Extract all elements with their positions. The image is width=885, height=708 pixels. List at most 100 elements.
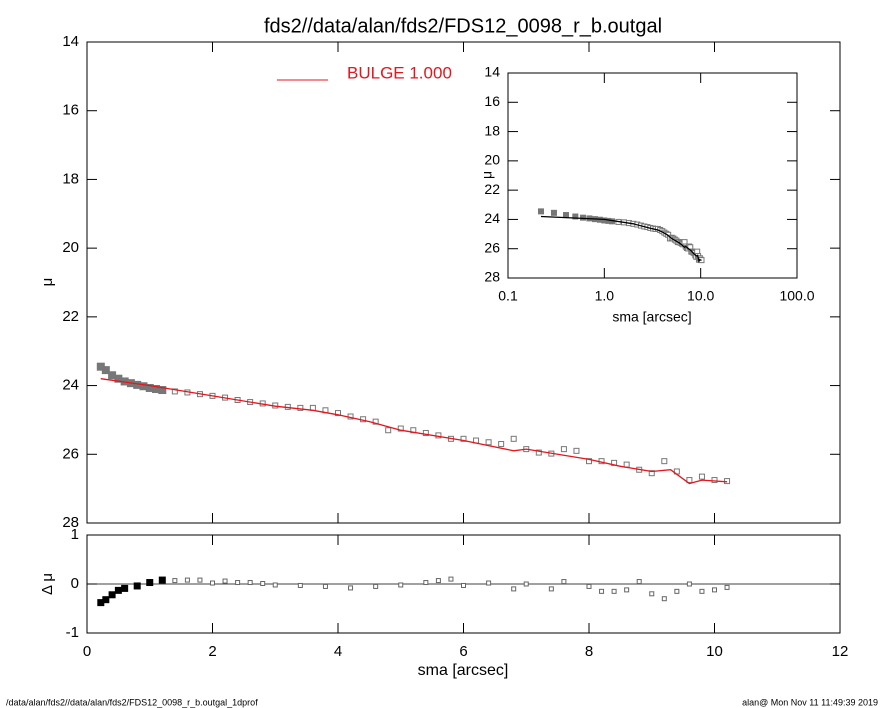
data-point — [385, 427, 392, 434]
x-tick-label: 0 — [83, 643, 91, 660]
residual-point — [423, 580, 429, 586]
residual-point — [486, 580, 492, 586]
y-tick-label: 16 — [484, 93, 500, 109]
data-point — [550, 209, 557, 216]
residual-point — [649, 591, 655, 597]
y-tick-label: 20 — [62, 239, 79, 256]
footer-right: alan@ Mon Nov 11 11:49:39 2019 — [742, 697, 878, 707]
data-point — [297, 404, 304, 411]
y-tick-label: 22 — [484, 181, 500, 197]
footer-left: /data/alan/fds2//data/alan/fds2/FDS12_00… — [6, 697, 258, 707]
data-point — [560, 446, 567, 453]
residual-point — [461, 582, 466, 588]
x-tick-label: 8 — [585, 643, 593, 660]
residual-point — [448, 576, 454, 582]
x-tick-label: 4 — [334, 643, 342, 660]
residual-point — [686, 581, 692, 587]
residual-point — [235, 580, 241, 586]
data-point — [537, 208, 544, 215]
residual-point — [158, 576, 166, 584]
residual-point — [586, 583, 592, 589]
chart-title: fds2//data/alan/fds2/FDS12_0098_r_b.outg… — [264, 15, 662, 37]
y-tick-label: 26 — [62, 445, 79, 462]
residual-point — [260, 581, 266, 587]
data-point — [101, 366, 110, 375]
data-point — [372, 418, 379, 425]
data-point — [711, 477, 718, 484]
residual-point — [102, 596, 110, 604]
x-axis-label: sma [arcsec] — [418, 662, 509, 679]
y-tick-label: 24 — [484, 210, 500, 226]
residual-point — [348, 585, 354, 591]
y-tick-label: 22 — [62, 308, 79, 325]
residual-point — [636, 579, 642, 585]
residual-point — [133, 582, 141, 590]
x-tick-label: 2 — [208, 643, 216, 660]
data-point — [335, 410, 341, 417]
y-tick-label: 0 — [71, 575, 79, 592]
legend-text: BULGE 1.000 — [347, 63, 452, 82]
inset-background — [508, 73, 797, 278]
y-tick-label: 18 — [484, 122, 500, 138]
x-tick-label: 1.0 — [595, 288, 615, 304]
data-point — [485, 439, 492, 446]
data-point — [648, 470, 655, 477]
residual-point — [197, 577, 203, 583]
data-point — [661, 458, 668, 465]
residual-point — [561, 579, 567, 585]
y-tick-label: 18 — [62, 170, 79, 187]
data-point — [573, 447, 580, 454]
x-tick-label: 6 — [459, 643, 467, 660]
x-tick-label: 12 — [832, 643, 849, 660]
residual-point — [114, 586, 122, 594]
residual-point — [599, 588, 605, 594]
residual-point — [121, 584, 129, 592]
y-axis-label: Δ μ — [39, 573, 56, 595]
data-point — [158, 386, 167, 395]
residual-point — [435, 578, 441, 584]
data-point — [686, 477, 693, 484]
residual-point — [272, 582, 278, 588]
y-tick-label: 16 — [62, 102, 79, 119]
residual-point — [712, 587, 717, 593]
data-point — [623, 461, 630, 468]
residual-point — [674, 588, 680, 594]
residual-point — [523, 581, 529, 587]
data-point — [572, 213, 579, 220]
x-tick-label: 0.1 — [498, 288, 518, 304]
residual-point — [624, 587, 630, 593]
model-line — [540, 215, 702, 264]
data-point — [510, 435, 517, 442]
inset-x-label: sma [arcsec] — [612, 309, 691, 325]
data-point — [535, 449, 542, 456]
residual-point — [661, 596, 667, 602]
x-tick-label: 10.0 — [687, 288, 714, 304]
data-point — [498, 440, 505, 447]
residual-point — [108, 591, 116, 599]
y-tick-label: 28 — [62, 514, 79, 531]
residual-point — [247, 580, 253, 586]
residual-point — [699, 588, 705, 594]
residual-point — [511, 586, 517, 592]
y-tick-label: 1 — [71, 526, 79, 543]
y-tick-label: 20 — [484, 152, 500, 168]
x-tick-label: 10 — [706, 643, 723, 660]
residual-point — [146, 579, 154, 587]
inset-y-label: μ — [479, 171, 495, 179]
residual-point — [210, 580, 215, 586]
model-line — [100, 378, 728, 485]
residual-point — [373, 583, 379, 589]
plot-frame — [507, 72, 798, 279]
residual-point — [297, 582, 303, 588]
residual-point — [172, 578, 178, 584]
data-point — [171, 388, 178, 395]
y-tick-label: 26 — [484, 239, 500, 255]
y-tick-label: 14 — [484, 64, 500, 80]
residual-point — [184, 577, 190, 583]
data-point — [698, 473, 705, 480]
data-point — [562, 212, 569, 219]
data-point — [586, 458, 592, 465]
x-tick-label: 100.0 — [779, 288, 814, 304]
residual-point — [724, 584, 730, 590]
